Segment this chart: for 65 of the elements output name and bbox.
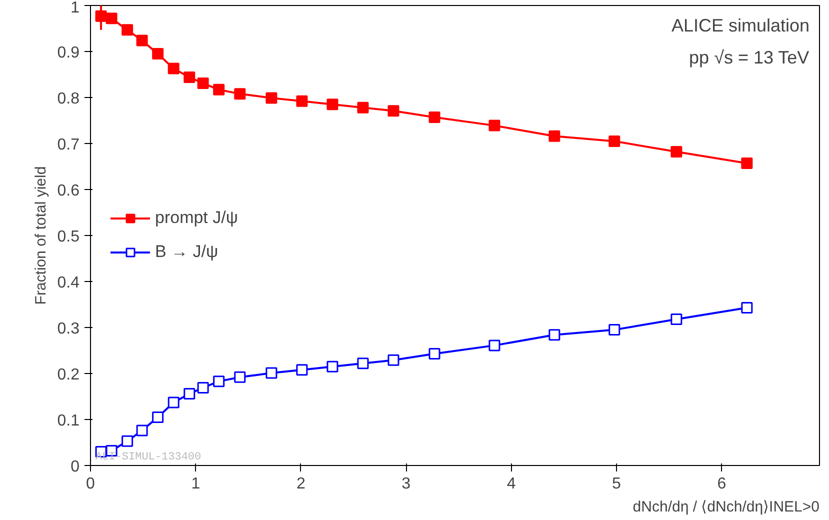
point	[388, 105, 400, 117]
y-tick-label: 0.3	[57, 320, 80, 338]
x-tick-label: 5	[612, 476, 622, 492]
point	[213, 84, 225, 96]
point	[608, 135, 620, 147]
point	[197, 382, 209, 394]
annotation: ALICE simulation	[671, 16, 810, 36]
legend-label: prompt J/ψ	[155, 208, 238, 228]
y-tick-label: 0.4	[57, 274, 80, 292]
x-tick-label: 1	[191, 476, 200, 492]
y-tick-label: 0.7	[57, 136, 80, 154]
point	[266, 92, 278, 104]
point	[670, 146, 682, 158]
legend-label: B → J/ψ	[155, 242, 218, 262]
point	[106, 12, 118, 24]
point	[670, 313, 682, 325]
point	[548, 130, 560, 142]
point	[234, 88, 246, 100]
point	[152, 48, 164, 60]
y-tick-label: 0.8	[57, 90, 80, 108]
point	[122, 435, 134, 447]
annotation: ALI-SIMUL-133400	[96, 452, 202, 464]
point	[741, 158, 753, 170]
point	[608, 324, 620, 336]
point	[488, 120, 500, 132]
x-tick-label: 4	[506, 476, 516, 492]
point	[326, 98, 338, 110]
x-tick-label: 3	[402, 476, 411, 492]
y-tick-label: 0	[70, 458, 80, 476]
point	[168, 62, 180, 74]
point	[428, 348, 440, 360]
point	[741, 302, 753, 314]
x-tick-label: 2	[296, 476, 306, 492]
annotation: pp √s = 13 TeV	[689, 48, 810, 68]
point	[234, 371, 246, 383]
point	[184, 72, 196, 84]
x-axis-title: dNch/dη / ⟨dNch/dη⟩INEL>0	[632, 498, 820, 516]
point	[357, 358, 369, 370]
y-tick-label: 0.9	[57, 44, 80, 62]
point	[357, 102, 369, 114]
x-tick-label: 6	[717, 476, 726, 492]
point	[213, 376, 225, 388]
point	[168, 396, 180, 408]
y-axis-title: Fraction of total yield	[32, 166, 50, 305]
point	[388, 354, 400, 366]
point	[152, 411, 164, 423]
y-tick-label: 0.1	[57, 412, 80, 430]
point	[428, 112, 440, 124]
point	[136, 34, 148, 46]
point	[122, 24, 134, 36]
x-tick-label: 0	[86, 476, 96, 492]
y-tick-label: 0.6	[57, 182, 80, 200]
point	[184, 388, 196, 400]
point	[326, 360, 338, 372]
point	[548, 329, 560, 341]
point	[488, 340, 500, 352]
y-tick-label: 1	[70, 0, 80, 16]
y-tick-label: 0.5	[57, 228, 80, 246]
point	[296, 95, 308, 107]
point	[266, 367, 278, 379]
point	[95, 10, 107, 22]
point	[136, 424, 148, 436]
y-tick-label: 0.2	[57, 366, 80, 384]
point	[296, 364, 308, 376]
point	[197, 77, 209, 89]
